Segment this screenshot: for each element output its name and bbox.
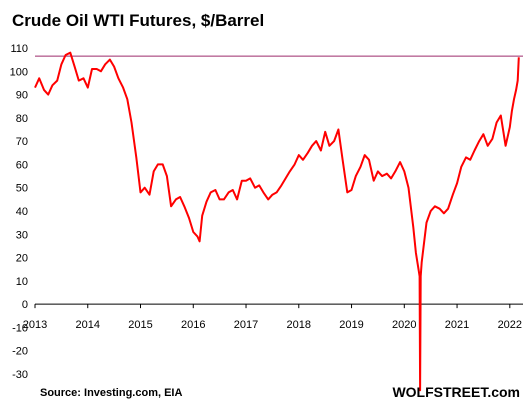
x-tick-label: 2021: [445, 319, 469, 331]
series-line-wti: [34, 51, 520, 392]
y-tick-label: 50: [16, 183, 28, 195]
y-tick-label: -10: [12, 322, 28, 334]
y-tick-label: 70: [16, 136, 28, 148]
x-tick-label: 2019: [339, 319, 363, 331]
x-tick-label: 2013: [23, 319, 47, 331]
y-tick-label: 60: [16, 159, 28, 171]
x-tick-label: 2017: [234, 319, 258, 331]
y-tick-label: 30: [16, 229, 28, 241]
series-group: [34, 51, 520, 392]
x-tick-label: 2016: [181, 319, 205, 331]
x-tick-label: 2015: [128, 319, 152, 331]
y-tick-label: 20: [16, 253, 28, 265]
y-tick-label: 0: [22, 299, 28, 311]
y-tick-label: -20: [12, 346, 28, 358]
x-tick-label: 2022: [498, 319, 522, 331]
brand-label: WOLFSTREET.com: [392, 384, 520, 400]
x-tick-label: 2020: [392, 319, 416, 331]
x-axis: 2013 2014 2015 2016 2017 2018 2019 2020 2021 2022: [23, 304, 522, 331]
y-tick-label: 80: [16, 113, 28, 125]
y-tick-label: 110: [10, 43, 28, 55]
source-note: Source: Investing.com, EIA: [40, 387, 182, 399]
y-tick-label: 90: [16, 90, 28, 102]
chart-title: Crude Oil WTI Futures, $/Barrel: [12, 11, 264, 30]
y-tick-label: -30: [12, 369, 28, 381]
y-tick-label: 100: [10, 66, 28, 78]
x-tick-label: 2018: [287, 319, 311, 331]
y-tick-label: 10: [16, 276, 28, 288]
x-tick-label: 2014: [76, 319, 100, 331]
y-tick-label: 40: [16, 206, 28, 218]
